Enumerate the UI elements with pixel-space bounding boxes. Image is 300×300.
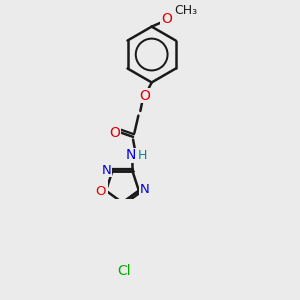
Text: H: H [138,149,147,162]
Text: Cl: Cl [118,264,131,278]
Text: N: N [101,164,111,177]
Text: N: N [140,183,150,196]
Text: O: O [109,126,120,140]
Text: CH₃: CH₃ [175,4,198,17]
Text: O: O [95,185,105,198]
Text: O: O [161,12,172,26]
Text: N: N [126,148,136,163]
Text: O: O [140,89,151,103]
